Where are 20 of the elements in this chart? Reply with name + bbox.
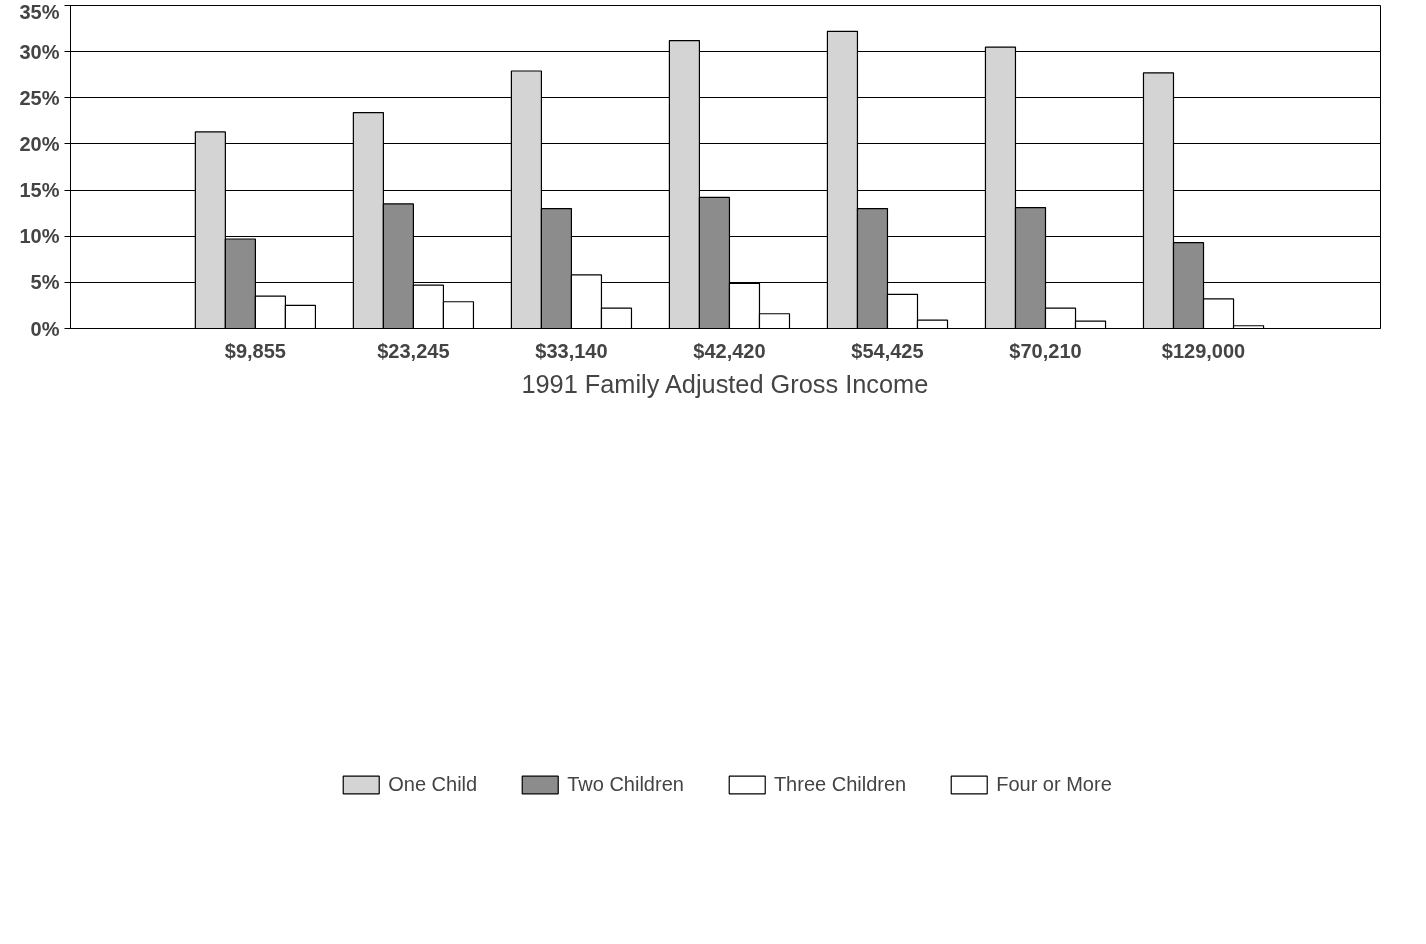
y-tick-label: 20% [19, 132, 60, 155]
x-tick-label: $129,000 [1161, 339, 1246, 362]
y-tick-label: 25% [19, 86, 60, 109]
x-tick-label: $33,140 [535, 339, 608, 362]
legend-label: Three Children [773, 772, 907, 796]
y-tick-label: 0% [30, 317, 60, 340]
y-tick-label: 10% [19, 225, 60, 248]
x-tick-label: $70,210 [1009, 339, 1082, 362]
y-tick-label: 35% [19, 0, 60, 23]
legend-label: Four or More [996, 772, 1112, 796]
x-tick-label: $23,245 [377, 339, 450, 362]
x-axis-title: 1991 Family Adjusted Gross Income [521, 369, 929, 398]
x-tick-label: $42,420 [693, 339, 766, 362]
x-tick-label: $54,425 [851, 339, 924, 362]
y-tick-label: 15% [19, 179, 60, 202]
x-tick-label: $9,855 [224, 339, 286, 362]
y-tick-label: 5% [30, 271, 60, 294]
legend-label: Two Children [567, 772, 684, 796]
legend-label: One Child [388, 772, 478, 796]
y-tick-label: 30% [19, 40, 60, 63]
